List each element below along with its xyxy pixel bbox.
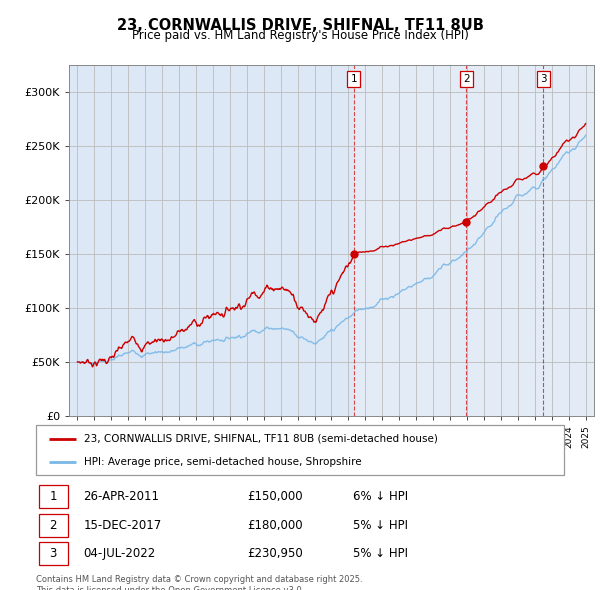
Text: 6% ↓ HPI: 6% ↓ HPI	[353, 490, 408, 503]
Text: 04-JUL-2022: 04-JUL-2022	[83, 547, 156, 560]
FancyBboxPatch shape	[38, 542, 68, 565]
Text: £230,950: £230,950	[247, 547, 303, 560]
Text: £180,000: £180,000	[247, 519, 303, 532]
Text: 15-DEC-2017: 15-DEC-2017	[83, 519, 162, 532]
Text: 23, CORNWALLIS DRIVE, SHIFNAL, TF11 8UB (semi-detached house): 23, CORNWALLIS DRIVE, SHIFNAL, TF11 8UB …	[83, 434, 437, 444]
Text: 5% ↓ HPI: 5% ↓ HPI	[353, 547, 408, 560]
Text: Price paid vs. HM Land Registry's House Price Index (HPI): Price paid vs. HM Land Registry's House …	[131, 30, 469, 42]
FancyBboxPatch shape	[38, 485, 68, 508]
FancyBboxPatch shape	[38, 513, 68, 537]
Text: 1: 1	[350, 74, 357, 84]
Text: 26-APR-2011: 26-APR-2011	[83, 490, 160, 503]
Text: 5% ↓ HPI: 5% ↓ HPI	[353, 519, 408, 532]
Text: £150,000: £150,000	[247, 490, 303, 503]
Text: 3: 3	[49, 547, 57, 560]
Text: 3: 3	[540, 74, 547, 84]
Text: 23, CORNWALLIS DRIVE, SHIFNAL, TF11 8UB: 23, CORNWALLIS DRIVE, SHIFNAL, TF11 8UB	[116, 18, 484, 32]
Bar	[354, 65, 594, 416]
Text: 2: 2	[463, 74, 470, 84]
Text: 1: 1	[49, 490, 57, 503]
Text: Contains HM Land Registry data © Crown copyright and database right 2025.
This d: Contains HM Land Registry data © Crown c…	[36, 575, 362, 590]
Text: 2: 2	[49, 519, 57, 532]
FancyBboxPatch shape	[36, 425, 564, 475]
Text: HPI: Average price, semi-detached house, Shropshire: HPI: Average price, semi-detached house,…	[83, 457, 361, 467]
